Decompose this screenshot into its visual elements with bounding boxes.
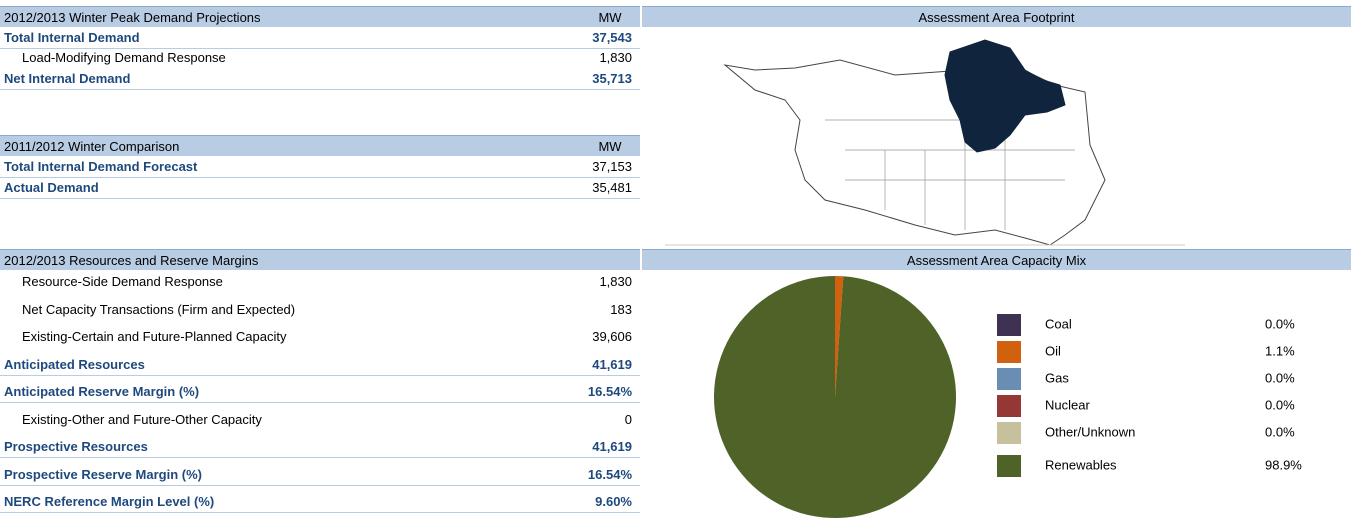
legend-label: Other/Unknown [1045, 424, 1135, 439]
legend-label: Nuclear [1045, 397, 1090, 412]
chart-title: Assessment Area Capacity Mix [906, 253, 1087, 268]
legend-label: Coal [1045, 316, 1072, 331]
legend-label: Gas [1045, 370, 1069, 385]
value: 16.54% [587, 466, 632, 482]
value-label: 98.9% [1265, 457, 1302, 472]
pie-slice [714, 276, 956, 518]
row: Existing-Other and Future-Other Capacity… [0, 410, 640, 430]
label: Prospective Reserve Margin (%) [4, 466, 202, 482]
row: Net Capacity Transactions (Firm and Expe… [0, 300, 640, 320]
value-label: 0.0% [1265, 424, 1295, 439]
table-header: 2012/2013 Resources and Reserve Margins [0, 249, 640, 270]
value-label: 0.0% [1265, 316, 1295, 331]
legend-swatch [997, 395, 1021, 417]
label: Existing-Other and Future-Other Capacity [22, 411, 262, 427]
value: 35,713 [592, 71, 632, 86]
row: Load-Modifying Demand Response 1,830 [0, 48, 640, 68]
value: 1,830 [599, 274, 632, 289]
table-header: 2012/2013 Winter Peak Demand Projections… [0, 6, 640, 27]
value: 183 [610, 301, 632, 317]
legend-swatch [997, 314, 1021, 336]
header-text: 2012/2013 Winter Peak Demand Projections [4, 10, 261, 25]
unit: MW [598, 10, 622, 25]
row: Anticipated Resources 41,619 [0, 355, 640, 376]
legend-label: Oil [1045, 343, 1061, 358]
value: 16.54% [587, 384, 632, 399]
row: Actual Demand 35,481 [0, 178, 640, 199]
value: 39,606 [592, 329, 632, 344]
label: Net Capacity Transactions (Firm and Expe… [22, 301, 296, 317]
value: 9.60% [595, 494, 632, 509]
label: Anticipated Reserve Margin (%) [4, 384, 200, 399]
unit: MW [598, 139, 622, 154]
value-label: 1.1% [1265, 343, 1295, 358]
label: Resource-Side Demand Response [22, 274, 223, 289]
value: 41,619 [592, 439, 632, 454]
label: NERC Reference Margin Level (%) [4, 494, 215, 509]
label: Actual Demand [4, 180, 99, 195]
header-text: Assessment Area Footprint [918, 10, 1075, 25]
row: Existing-Certain and Future-Planned Capa… [0, 327, 640, 347]
capacity-mix: Coal 0.0% Oil 1.1% Gas 0.0% Nuclear 0.0% Other/U… [714, 276, 1302, 518]
label: Existing-Certain and Future-Planned Capa… [22, 329, 287, 344]
label: Anticipated Resources [4, 356, 145, 372]
footprint-map [665, 39, 1185, 246]
legend-swatch [997, 341, 1021, 363]
map-header: Assessment Area Footprint [642, 6, 1351, 27]
legend-swatch [997, 368, 1021, 390]
row: Total Internal Demand Forecast 37,153 [0, 157, 640, 178]
value: 37,543 [592, 30, 632, 45]
legend-swatch [997, 422, 1021, 444]
table-header: 2011/2012 Winter Comparison MW [0, 135, 640, 156]
row: NERC Reference Margin Level (%) 9.60% [0, 492, 640, 513]
header-text: 2012/2013 Resources and Reserve Margins [4, 253, 259, 268]
chart-header: Assessment Area Capacity Mix [642, 249, 1351, 270]
value: 0 [624, 411, 632, 427]
row: Anticipated Reserve Margin (%) 16.54% [0, 382, 640, 403]
legend-swatch [997, 455, 1021, 477]
pie-slice [835, 276, 844, 397]
value: 1,830 [599, 50, 632, 65]
row: Prospective Resources 41,619 [0, 437, 640, 458]
legend-label: Renewables [1045, 457, 1117, 472]
row: Resource-Side Demand Response 1,830 [0, 272, 640, 292]
value-label: 0.0% [1265, 370, 1295, 385]
row: Total Internal Demand 37,543 [0, 28, 640, 49]
label: Total Internal Demand [4, 30, 140, 45]
label: Total Internal Demand Forecast [4, 159, 198, 174]
label: Load-Modifying Demand Response [22, 50, 226, 65]
label: Prospective Resources [4, 439, 148, 454]
assessment-area [944, 39, 1066, 153]
value: 41,619 [592, 356, 632, 372]
label: Net Internal Demand [4, 71, 131, 86]
row: Prospective Reserve Margin (%) 16.54% [0, 465, 640, 486]
value: 35,481 [592, 180, 632, 195]
header-text: 2011/2012 Winter Comparison [4, 139, 180, 154]
map-borders [825, 119, 1075, 230]
value: 37,153 [592, 159, 632, 174]
row: Net Internal Demand 35,713 [0, 69, 640, 90]
value-label: 0.0% [1265, 397, 1295, 412]
